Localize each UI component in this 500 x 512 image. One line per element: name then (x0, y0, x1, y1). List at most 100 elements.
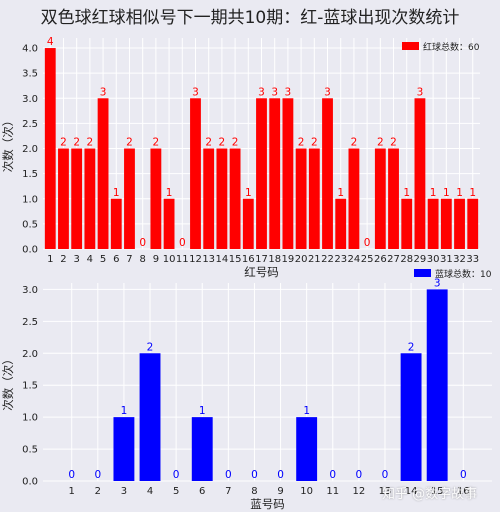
red-value-label: 3 (258, 86, 265, 98)
red-value-label: 3 (100, 86, 107, 98)
red-bar (440, 198, 452, 249)
red-bar (163, 198, 175, 249)
red-x-tick-label: 23 (334, 254, 347, 265)
red-x-tick-label: 27 (387, 254, 400, 265)
blue-x-tick-label: 14 (405, 486, 418, 497)
red-x-tick-label: 25 (361, 254, 374, 265)
red-value-label: 1 (403, 187, 410, 199)
red-bar (427, 198, 439, 249)
red-bar (190, 98, 201, 250)
red-bar (269, 98, 281, 250)
red-x-tick-label: 2 (60, 254, 66, 265)
red-value-label: 1 (443, 187, 450, 199)
red-bar (110, 198, 122, 249)
red-y-axis-label: 次数（次） (1, 115, 15, 173)
red-x-tick-label: 8 (139, 254, 145, 265)
blue-value-label: 0 (329, 469, 336, 481)
red-value-label: 0 (364, 237, 371, 249)
blue-y-tick-label: 3.0 (22, 285, 38, 296)
blue-value-label: 0 (382, 469, 389, 481)
blue-bar (296, 417, 318, 481)
red-value-label: 1 (456, 187, 463, 199)
blue-value-label: 0 (251, 469, 258, 481)
blue-bar (400, 353, 422, 481)
red-bar (58, 148, 69, 249)
red-x-tick-label: 9 (153, 254, 159, 265)
red-x-tick-label: 26 (374, 254, 387, 265)
red-x-tick-label: 18 (268, 254, 281, 265)
chart-title: 双色球红球相似号下一期共10期：红-蓝球出现次数统计 (40, 8, 460, 28)
red-value-label: 1 (245, 187, 252, 199)
blue-value-label: 0 (173, 469, 180, 481)
red-legend-swatch (402, 42, 419, 50)
red-y-tick-label: 3.5 (22, 69, 38, 80)
blue-legend-swatch (414, 269, 431, 277)
blue-value-label: 0 (68, 469, 75, 481)
red-value-label: 1 (430, 187, 437, 199)
blue-y-tick-label: 2.0 (22, 349, 38, 360)
blue-value-label: 0 (356, 469, 363, 481)
red-bar (84, 148, 96, 249)
blue-x-axis-label: 蓝号码 (250, 497, 285, 511)
blue-value-label: 0 (460, 469, 467, 481)
red-bar (295, 148, 307, 249)
red-value-label: 2 (311, 137, 318, 149)
red-x-tick-label: 16 (242, 254, 255, 265)
blue-value-label: 0 (225, 469, 232, 481)
red-x-tick-label: 6 (113, 254, 119, 265)
blue-legend-label: 蓝球总数：10 (435, 268, 492, 280)
red-value-label: 2 (377, 137, 384, 149)
red-bar (322, 98, 333, 250)
red-bar (256, 98, 267, 250)
red-bar (401, 198, 413, 249)
red-x-tick-label: 3 (73, 254, 79, 265)
red-x-tick-label: 5 (100, 254, 106, 265)
blue-y-tick-label: 2.5 (22, 317, 38, 328)
red-y-tick-label: 4.0 (22, 44, 38, 55)
red-x-tick-label: 22 (321, 254, 334, 265)
red-bar (150, 148, 162, 249)
red-value-label: 4 (47, 36, 54, 48)
blue-value-label: 1 (121, 405, 128, 417)
blue-x-tick-label: 12 (352, 486, 365, 497)
blue-y-axis-label: 次数（次） (1, 353, 15, 411)
red-value-label: 3 (417, 86, 424, 98)
blue-x-tick-label: 16 (457, 486, 470, 497)
red-value-label: 3 (285, 86, 292, 98)
blue-x-tick-label: 6 (199, 486, 205, 497)
blue-value-label: 2 (408, 341, 415, 353)
red-value-label: 2 (153, 137, 160, 149)
blue-bar (139, 353, 161, 481)
red-y-tick-label: 0.0 (22, 245, 38, 256)
blue-y-tick-label: 1.5 (22, 381, 38, 392)
red-x-tick-label: 32 (453, 254, 466, 265)
blue-y-tick-label: 1.0 (22, 413, 38, 424)
blue-x-tick-label: 2 (95, 486, 101, 497)
red-bar (414, 98, 426, 250)
red-x-tick-label: 29 (414, 254, 427, 265)
red-value-label: 2 (351, 137, 358, 149)
red-value-label: 1 (337, 187, 344, 199)
red-value-label: 2 (87, 137, 94, 149)
red-bar (203, 148, 215, 249)
red-bar (44, 48, 56, 249)
red-x-tick-label: 30 (427, 254, 440, 265)
red-legend-label: 红球总数：60 (423, 41, 480, 53)
red-bar (242, 198, 254, 249)
red-bar (374, 148, 386, 249)
red-y-tick-label: 2.0 (22, 144, 38, 155)
red-bar (308, 148, 320, 249)
red-bar (467, 198, 479, 249)
red-value-label: 2 (73, 137, 80, 149)
red-x-tick-label: 24 (348, 254, 361, 265)
red-bar (454, 198, 465, 249)
red-bar (229, 148, 241, 249)
red-x-axis-label: 红号码 (244, 265, 279, 279)
blue-x-tick-label: 3 (121, 486, 127, 497)
blue-y-tick-label: 0.5 (22, 445, 38, 456)
blue-x-tick-label: 13 (379, 486, 392, 497)
red-bar (216, 148, 228, 249)
red-x-tick-label: 20 (295, 254, 308, 265)
blue-bar (426, 289, 448, 481)
